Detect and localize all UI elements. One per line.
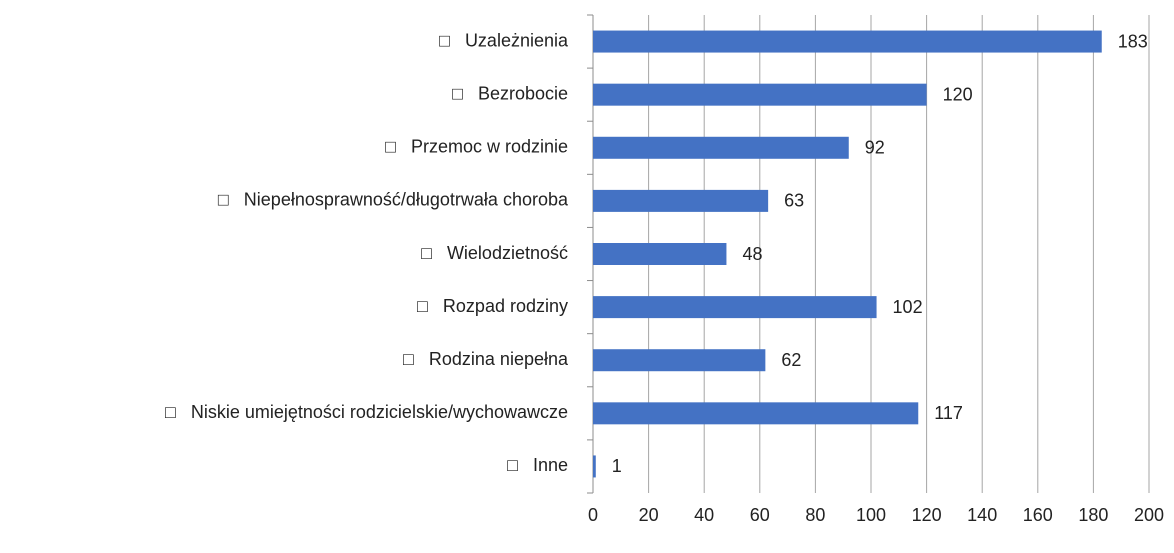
y-tick-label: □ Przemoc w rodzinie (385, 137, 568, 157)
value-label: 1 (612, 456, 622, 476)
x-tick-label: 80 (805, 505, 825, 525)
bar (593, 243, 727, 265)
x-tick-label: 20 (639, 505, 659, 525)
y-tick-label: □ Wielodzietność (421, 243, 568, 263)
x-tick-label: 100 (856, 505, 886, 525)
bar (593, 402, 919, 425)
y-tick-label: □ Niepełnosprawność/długotrwała choroba (218, 190, 569, 210)
x-tick-label: 60 (750, 505, 770, 525)
value-label: 62 (781, 350, 801, 370)
value-label: 48 (742, 244, 762, 264)
x-tick-label: 200 (1134, 505, 1164, 525)
value-label: 120 (943, 84, 973, 104)
value-label: 102 (893, 297, 923, 317)
bar (593, 455, 596, 478)
x-tick-label: 160 (1023, 505, 1053, 525)
bar (593, 83, 927, 106)
y-tick-label: □ Uzależnienia (439, 30, 569, 50)
bar (593, 30, 1102, 53)
y-tick-label: □ Bezrobocie (452, 83, 568, 103)
value-label: 117 (934, 403, 963, 423)
bar (593, 136, 849, 159)
y-tick-label: □ Rodzina niepełna (403, 349, 569, 369)
x-tick-label: 140 (967, 505, 997, 525)
y-tick-label: □ Inne (507, 455, 568, 475)
bar (593, 296, 877, 319)
bar (593, 189, 769, 212)
x-tick-label: 120 (912, 505, 942, 525)
bar (593, 349, 766, 372)
x-tick-label: 180 (1078, 505, 1108, 525)
value-label: 63 (784, 191, 804, 211)
value-label: 183 (1118, 31, 1148, 51)
x-tick-label: 40 (694, 505, 714, 525)
x-tick-label: 0 (588, 505, 598, 525)
value-label: 92 (865, 138, 885, 158)
y-tick-label: □ Niskie umiejętności rodzicielskie/wych… (165, 402, 568, 422)
y-tick-label: □ Rozpad rodziny (417, 296, 568, 316)
